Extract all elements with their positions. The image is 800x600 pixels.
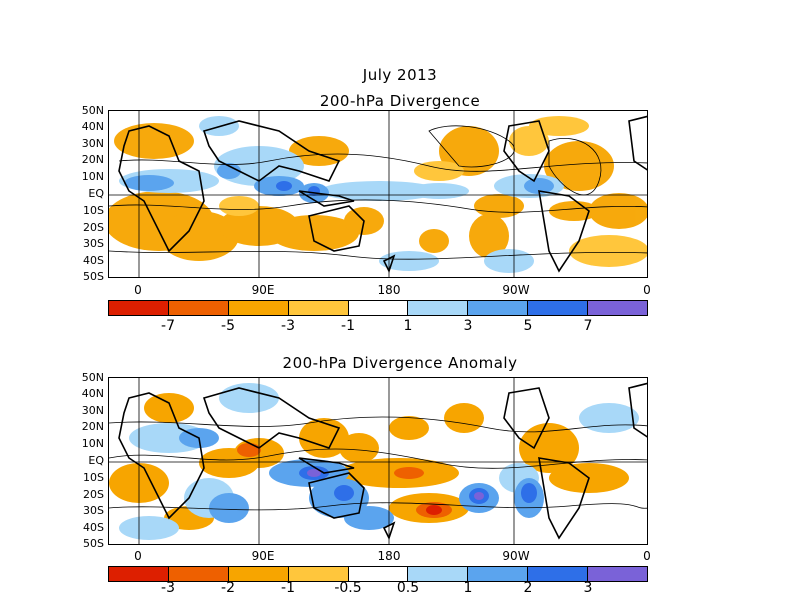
colorbar-swatch	[109, 567, 169, 581]
lon-label: 180	[377, 549, 401, 563]
lon-label: 90E	[251, 549, 275, 563]
colorbar-label: 5	[523, 318, 533, 334]
lat-label: 20S	[83, 488, 104, 501]
colorbar-label: -2	[221, 580, 235, 596]
lat-label: 20N	[81, 420, 104, 433]
colorbar-label: 1	[463, 580, 473, 596]
colorbar-label: -1	[341, 318, 355, 334]
colorbar-swatch	[408, 567, 469, 581]
anomaly-colorbar	[108, 566, 648, 582]
colorbar-label: -5	[221, 318, 235, 334]
colorbar-swatch	[348, 301, 409, 315]
panel2-title: 200-hPa Divergence Anomaly	[282, 354, 518, 372]
colorbar-swatch	[588, 301, 648, 315]
colorbar-label: -0.5	[334, 580, 362, 596]
lat-label: 40N	[81, 387, 104, 400]
lat-label: EQ	[88, 187, 104, 200]
colorbar-swatch	[168, 301, 229, 315]
lat-label: 20S	[83, 221, 104, 234]
divergence-map-canvas	[109, 111, 647, 277]
colorbar-label: -7	[161, 318, 175, 334]
lat-label: 40S	[83, 254, 104, 267]
main-title: July 2013	[362, 66, 438, 84]
lat-label: 10S	[83, 204, 104, 217]
colorbar-swatch	[528, 301, 589, 315]
lat-label: 40S	[83, 521, 104, 534]
lon-label: 0	[134, 283, 142, 297]
colorbar-swatch	[228, 301, 289, 315]
colorbar-label: -3	[161, 580, 175, 596]
lat-label: EQ	[88, 454, 104, 467]
colorbar-label: 3	[463, 318, 473, 334]
colorbar-label: 3	[583, 580, 593, 596]
divergence-colorbar	[108, 300, 648, 316]
colorbar-swatch	[168, 567, 229, 581]
colorbar-swatch	[348, 567, 409, 581]
divergence-map	[108, 110, 648, 278]
colorbar-swatch	[588, 567, 648, 581]
panel1-title: 200-hPa Divergence	[319, 92, 481, 110]
colorbar-swatch	[288, 567, 349, 581]
colorbar-label: -3	[281, 318, 295, 334]
lat-label: 50N	[81, 371, 104, 384]
lat-label: 30S	[83, 504, 104, 517]
lat-label: 50N	[81, 104, 104, 117]
lon-label: 90W	[502, 283, 530, 297]
lat-label: 50S	[83, 270, 104, 283]
lon-label: 0	[643, 283, 651, 297]
lat-label: 30N	[81, 404, 104, 417]
lon-label: 90E	[251, 283, 275, 297]
colorbar-swatch	[468, 301, 529, 315]
divergence-anomaly-map	[108, 377, 648, 545]
colorbar-swatch	[228, 567, 289, 581]
lon-label: 0	[643, 549, 651, 563]
colorbar-swatch	[288, 301, 349, 315]
lat-label: 10N	[81, 437, 104, 450]
colorbar-label: 1	[403, 318, 413, 334]
colorbar-swatch	[408, 301, 469, 315]
lat-label: 30S	[83, 237, 104, 250]
colorbar-swatch	[109, 301, 169, 315]
divergence-anomaly-map-canvas	[109, 378, 647, 544]
lon-label: 180	[377, 283, 401, 297]
lat-label: 20N	[81, 153, 104, 166]
lat-label: 50S	[83, 537, 104, 550]
lat-label: 10N	[81, 170, 104, 183]
lon-label: 0	[134, 549, 142, 563]
lat-label: 10S	[83, 471, 104, 484]
colorbar-label: 7	[583, 318, 593, 334]
lon-label: 90W	[502, 549, 530, 563]
colorbar-swatch	[468, 567, 529, 581]
colorbar-label: 0.5	[396, 580, 420, 596]
lat-label: 40N	[81, 120, 104, 133]
colorbar-label: 2	[523, 580, 533, 596]
colorbar-label: -1	[281, 580, 295, 596]
lat-label: 30N	[81, 137, 104, 150]
colorbar-swatch	[528, 567, 589, 581]
